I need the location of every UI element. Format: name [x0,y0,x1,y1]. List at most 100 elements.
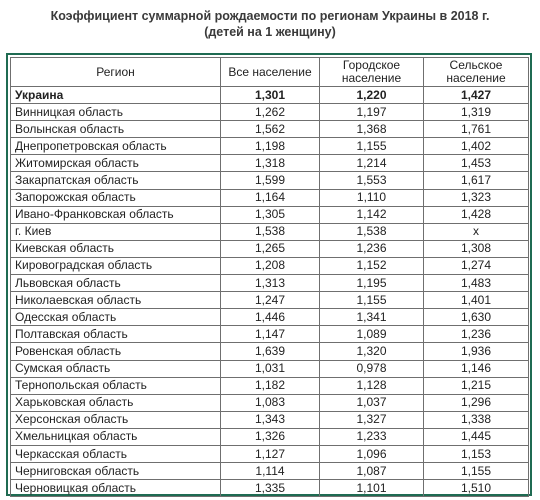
rural-cell: 1,936 [423,342,529,361]
table-row: Киевская область 1,265 1,236 1,308 [10,239,529,258]
urban-cell: 1,341 [319,308,424,327]
total-cell: 1,343 [220,410,320,429]
table-row: Тернопольская область 1,182 1,128 1,215 [10,376,529,395]
rural-cell: 1,453 [423,154,529,173]
rural-cell: 1,428 [423,205,529,224]
region-cell: г. Киев [10,222,221,241]
header-rural: Сельское население [423,57,529,87]
urban-cell: 1,197 [319,103,424,122]
region-cell: Сумская область [10,359,221,378]
table-row: Черниговская область 1,114 1,087 1,155 [10,462,529,481]
table-row: Харьковская область 1,083 1,037 1,296 [10,393,529,412]
urban-cell: 1,152 [319,256,424,276]
rural-cell: x [423,222,529,241]
header-rural-line2: население [446,71,506,85]
total-cell: 1,208 [220,256,320,276]
header-urban-line2: население [341,71,402,85]
total-cell: 1,301 [220,85,320,105]
rural-cell: 1,323 [423,188,529,207]
region-cell: Черновицкая область [10,479,221,498]
region-cell: Николаевская область [10,291,221,310]
region-cell: Полтавская область [10,325,221,344]
table-row: Закарпатская область 1,599 1,553 1,617 [10,171,529,190]
urban-cell: 1,195 [319,274,424,293]
total-cell: 1,318 [220,154,320,173]
table-row: Кировоградская область 1,208 1,152 1,274 [10,256,529,276]
region-cell: Кировоградская область [10,256,221,276]
rural-cell: 1,630 [423,308,529,327]
header-urban-line1: Городское [342,58,401,72]
urban-cell: 1,101 [319,479,424,498]
region-cell: Житомирская область [10,154,221,173]
table-row: Хмельницкая область 1,326 1,233 1,445 [10,427,529,446]
table-row: Волынская область 1,562 1,368 1,761 [10,120,529,139]
rural-cell: 1,296 [423,393,529,412]
urban-cell: 1,320 [319,342,424,361]
table-row: Херсонская область 1,343 1,327 1,338 [10,410,529,429]
region-cell: Харьковская область [10,393,221,412]
total-cell: 1,335 [220,479,320,498]
total-cell: 1,114 [220,462,320,481]
urban-cell: 1,233 [319,427,424,446]
region-cell: Киевская область [10,239,221,258]
table-row: Полтавская область 1,147 1,089 1,236 [10,325,529,344]
region-cell: Черкасская область [10,444,221,464]
region-cell: Хмельницкая область [10,427,221,446]
header-urban: Городское население [319,57,424,87]
urban-cell: 1,142 [319,205,424,224]
rural-cell: 1,146 [423,359,529,378]
table-row: Одесская область 1,446 1,341 1,630 [10,308,529,327]
total-cell: 1,147 [220,325,320,344]
region-cell: Винницкая область [10,103,221,122]
total-cell: 1,599 [220,171,320,190]
table-row: Сумская область 1,031 0,978 1,146 [10,359,529,378]
urban-cell: 1,110 [319,188,424,207]
urban-cell: 1,096 [319,444,424,464]
table-row: Ровенская область 1,639 1,320 1,936 [10,342,529,361]
table-row: Житомирская область 1,318 1,214 1,453 [10,154,529,173]
table-body: Украина 1,301 1,220 1,427 Винницкая область 1… [10,85,529,498]
table-row: Черкасская область 1,127 1,096 1,153 [10,444,529,464]
table-row: Черновицкая область 1,335 1,101 1,510 [10,479,529,498]
total-cell: 1,313 [220,274,320,293]
total-cell: 1,538 [220,222,320,241]
rural-cell: 1,401 [423,291,529,310]
region-cell: Днепропетровская область [10,137,221,156]
region-cell: Одесская область [10,308,221,327]
rural-cell: 1,427 [423,85,529,105]
urban-cell: 1,236 [319,239,424,258]
urban-cell: 1,538 [319,222,424,241]
title-line-2: (детей на 1 женщину) [204,25,336,39]
rural-cell: 1,308 [423,239,529,258]
total-cell: 1,031 [220,359,320,378]
urban-cell: 1,327 [319,410,424,429]
region-cell: Украина [10,85,221,105]
region-cell: Волынская область [10,120,221,139]
region-cell: Закарпатская область [10,171,221,190]
total-cell: 1,305 [220,205,320,224]
table-header-row: Регион Все население Городское население… [10,57,529,87]
total-cell: 1,127 [220,444,320,464]
region-cell: Ивано-Франковская область [10,205,221,224]
header-region: Регион [10,57,221,87]
total-cell: 1,247 [220,291,320,310]
rural-cell: 1,236 [423,325,529,344]
urban-cell: 1,368 [319,120,424,139]
total-cell: 1,164 [220,188,320,207]
table-row: Николаевская область 1,247 1,155 1,401 [10,291,529,310]
total-cell: 1,326 [220,427,320,446]
page-title: Коэффициент суммарной рождаемости по рег… [0,8,540,40]
rural-cell: 1,761 [423,120,529,139]
total-cell: 1,446 [220,308,320,327]
total-cell: 1,262 [220,103,320,122]
rural-cell: 1,155 [423,462,529,481]
region-cell: Тернопольская область [10,376,221,395]
region-cell: Запорожская область [10,188,221,207]
urban-cell: 1,155 [319,291,424,310]
rural-cell: 1,338 [423,410,529,429]
table-row: Львовская область 1,313 1,195 1,483 [10,274,529,293]
table-row: Ивано-Франковская область 1,305 1,142 1,428 [10,205,529,224]
title-line-1: Коэффициент суммарной рождаемости по рег… [50,9,490,23]
region-cell: Черниговская область [10,462,221,481]
rural-cell: 1,617 [423,171,529,190]
